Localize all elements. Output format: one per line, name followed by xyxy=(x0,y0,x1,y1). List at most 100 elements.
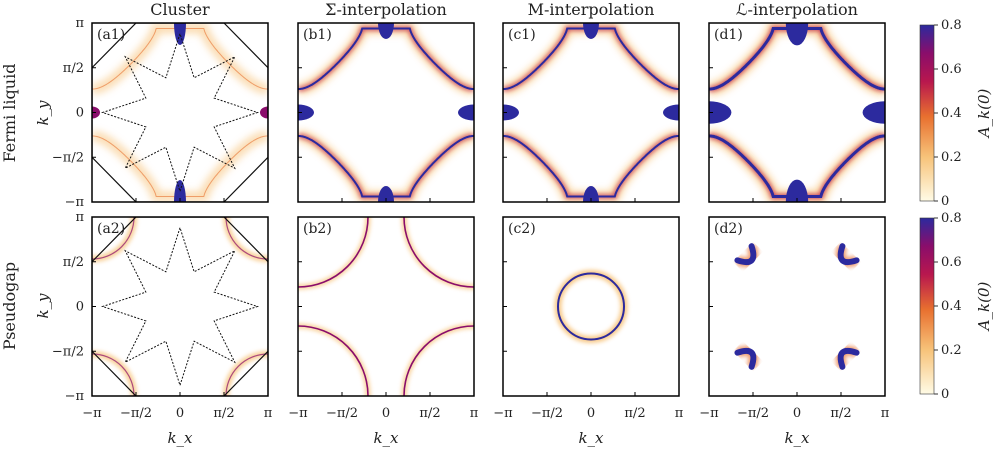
x-axis-label-d: k_x xyxy=(784,429,810,447)
hotspot xyxy=(785,23,809,46)
colorbar-tick-label: 0.2 xyxy=(941,150,962,165)
x-tick-label: −π/2 xyxy=(326,406,358,421)
y-tick-label: π xyxy=(75,16,84,31)
row-title-pseudogap: Pseudogap xyxy=(0,262,19,350)
hotspot xyxy=(298,104,314,121)
fermi-pocket xyxy=(837,347,860,370)
panel-label: (a1) xyxy=(97,27,125,43)
x-tick-label: π/2 xyxy=(624,406,645,421)
x-tick-label: π xyxy=(470,406,479,421)
colorbar-tick-label: 0.6 xyxy=(941,255,962,270)
y-axis-label-top: k_y xyxy=(34,100,52,126)
hotspot xyxy=(378,23,394,39)
x-tick-label: 0 xyxy=(587,406,595,421)
panel-label: (c1) xyxy=(508,27,536,43)
x-tick-label: 0 xyxy=(382,406,390,421)
x-tick-label: −π xyxy=(493,406,513,421)
fermi-pocket xyxy=(837,243,860,266)
colorbar-bottom xyxy=(919,217,935,395)
panel-b2 xyxy=(298,217,474,396)
panel-c2 xyxy=(503,217,679,396)
x-tick-label: π/2 xyxy=(419,406,440,421)
panel-background xyxy=(298,217,474,396)
hotspot xyxy=(862,101,885,124)
colorbar-tick-label: 0.8 xyxy=(941,18,962,33)
column-title-l: ℒ-interpolation xyxy=(736,0,858,19)
panel-background xyxy=(503,217,679,396)
x-axis-label-b: k_x xyxy=(373,429,399,447)
y-tick-label: π xyxy=(75,210,84,225)
y-tick-label: −π/2 xyxy=(52,344,84,359)
colorbar-tick-label: 0.6 xyxy=(941,62,962,77)
x-tick-label: −π xyxy=(699,406,719,421)
panel-label: (b1) xyxy=(303,27,332,43)
panel-label: (d2) xyxy=(714,221,743,237)
y-tick-label: π/2 xyxy=(63,61,84,76)
column-title-m: M-interpolation xyxy=(528,0,655,19)
hotspot xyxy=(260,106,268,119)
panel-background xyxy=(92,217,268,396)
panel-background xyxy=(298,23,474,202)
fermi-surface-line xyxy=(557,272,625,341)
panel-background xyxy=(709,217,885,396)
cluster-outer-patch xyxy=(92,23,268,202)
panel-a1 xyxy=(92,23,268,202)
panel-label: (d1) xyxy=(714,27,743,43)
colorbar-tick-label: 0.4 xyxy=(941,299,962,314)
x-tick-label: π/2 xyxy=(830,406,851,421)
row-title-fermi-liquid: Fermi liquid xyxy=(0,64,19,163)
colorbar-tick-label: 0.4 xyxy=(941,106,962,121)
panel-label: (c2) xyxy=(508,221,536,237)
panel-a2 xyxy=(92,217,268,396)
hotspot xyxy=(458,104,474,121)
panel-label: (a2) xyxy=(97,221,125,237)
panel-background xyxy=(709,23,885,202)
colorbar-tick-label: 0 xyxy=(941,194,949,209)
y-tick-label: −π xyxy=(65,389,85,404)
x-tick-label: π xyxy=(264,406,273,421)
x-tick-label: −π/2 xyxy=(531,406,563,421)
hotspot xyxy=(663,104,679,121)
colorbar-label-top: A_k(0) xyxy=(975,89,993,140)
hotspot xyxy=(378,186,394,202)
x-tick-label: 0 xyxy=(793,406,801,421)
hotspot xyxy=(583,186,599,202)
x-axis-label-a: k_x xyxy=(167,429,193,447)
panel-d1 xyxy=(709,23,885,202)
x-tick-label: 0 xyxy=(176,406,184,421)
x-tick-label: π/2 xyxy=(213,406,234,421)
x-tick-label: −π/2 xyxy=(120,406,152,421)
column-title-cluster: Cluster xyxy=(150,0,210,19)
y-axis-label-bottom: k_y xyxy=(34,293,52,319)
x-tick-label: −π xyxy=(82,406,102,421)
colorbar-tick-label: 0 xyxy=(941,387,949,402)
cluster-inner-patch xyxy=(100,226,260,387)
y-tick-label: 0 xyxy=(76,106,84,121)
panel-label: (b2) xyxy=(303,221,332,237)
y-tick-label: −π xyxy=(65,195,85,210)
column-title-sigma: Σ-interpolation xyxy=(325,0,447,19)
colorbar-tick-label: 0.8 xyxy=(941,211,962,226)
panel-d2 xyxy=(709,217,885,396)
hotspot xyxy=(503,104,519,121)
panel-background xyxy=(503,23,679,202)
cluster-outer-patch xyxy=(92,217,268,396)
y-tick-label: π/2 xyxy=(63,255,84,270)
panel-background xyxy=(92,23,268,202)
colorbar-top xyxy=(919,24,935,202)
x-tick-label: π xyxy=(675,406,684,421)
x-tick-label: π xyxy=(881,406,890,421)
cluster-inner-patch xyxy=(100,32,260,193)
fermi-pocket xyxy=(734,243,757,266)
colorbar-tick-label: 0.2 xyxy=(941,343,962,358)
hotspot xyxy=(583,23,599,39)
y-tick-label: −π/2 xyxy=(52,150,84,165)
x-axis-label-c: k_x xyxy=(578,429,604,447)
panel-b1 xyxy=(298,23,474,202)
panel-c1 xyxy=(503,23,679,202)
x-tick-label: −π/2 xyxy=(737,406,769,421)
hotspot xyxy=(785,179,809,202)
y-tick-label: 0 xyxy=(76,300,84,315)
x-tick-label: −π xyxy=(288,406,308,421)
